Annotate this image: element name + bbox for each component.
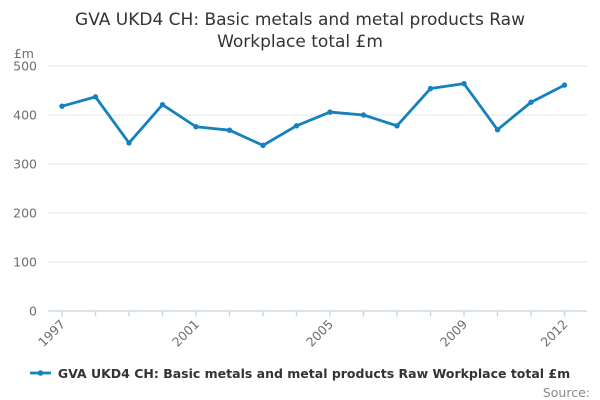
y-axis-tick-label: 500 (13, 59, 37, 74)
x-axis-tick-label: 2009 (437, 316, 470, 349)
data-point-marker (92, 94, 99, 100)
legend: GVA UKD4 CH: Basic metals and metal prod… (0, 364, 600, 382)
data-point-marker (327, 109, 333, 115)
legend-series-label: GVA UKD4 CH: Basic metals and metal prod… (57, 365, 571, 381)
data-point-marker (226, 127, 233, 133)
data-point-marker (193, 124, 199, 130)
y-axis-tick-label: 200 (13, 206, 37, 221)
chart-title: GVA UKD4 CH: Basic metals and metal prod… (75, 10, 525, 53)
y-axis-tick-label: 400 (13, 108, 37, 123)
x-axis-tick-label: 2012 (538, 317, 571, 350)
data-point-marker (126, 140, 132, 146)
data-point-marker (260, 142, 266, 149)
x-axis-tick-label: 2001 (169, 317, 202, 350)
data-point-marker (360, 112, 367, 118)
y-axis-tick-label: 100 (13, 255, 37, 270)
data-series-line (60, 82, 566, 147)
y-axis-unit-label: £m (14, 46, 34, 61)
x-axis-tick-label: 1997 (35, 317, 68, 350)
data-point-marker (59, 103, 65, 109)
data-point-marker (427, 85, 434, 92)
legend-item[interactable]: GVA UKD4 CH: Basic metals and metal prod… (29, 365, 571, 381)
data-point-marker (561, 82, 568, 88)
data-point-marker (494, 127, 501, 133)
legend-series-marker-icon (29, 370, 51, 376)
x-axis-tick-label: 2005 (303, 317, 336, 350)
data-point-marker (159, 102, 166, 108)
y-axis-tick-label: 300 (13, 157, 37, 172)
data-point-marker (461, 80, 467, 87)
data-point-marker (394, 123, 400, 129)
data-point-marker (528, 99, 534, 105)
data-point-marker (293, 123, 300, 129)
y-axis-tick-label: 0 (29, 304, 37, 319)
source-attribution: Source: (542, 385, 590, 400)
